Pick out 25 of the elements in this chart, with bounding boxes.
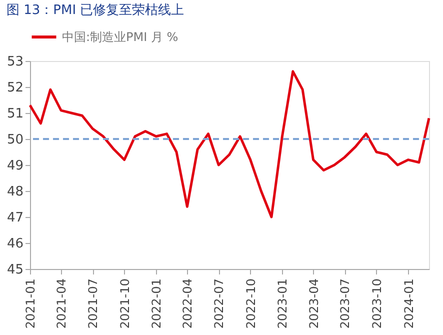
- line-series: [28, 70, 430, 218]
- x-tick-label: 2022-04: [180, 278, 195, 329]
- legend-label: 中国:制造业PMI 月 %: [62, 30, 178, 44]
- x-tick-label: 2023-10: [370, 278, 384, 329]
- y-tick-label: 50: [6, 132, 24, 148]
- x-tick-label: 2021-07: [86, 278, 100, 329]
- x-tick-label: 2022-10: [244, 278, 258, 329]
- x-tick-label: 2023-07: [338, 278, 352, 329]
- x-tick-label: 2022-07: [212, 278, 226, 329]
- y-tick-label: 52: [6, 80, 24, 96]
- x-tick-label: 2024-01: [402, 278, 416, 329]
- x-tick-label: 2022-01: [150, 278, 164, 329]
- chart-title: 图 13：PMI 已修复至荣枯线上: [6, 3, 184, 18]
- y-tick-label: 47: [6, 210, 24, 226]
- y-tick-label: 45: [6, 262, 24, 278]
- y-tick-label: 49: [6, 158, 24, 174]
- y-tick-label: 51: [6, 106, 24, 122]
- y-tick-label: 46: [6, 236, 24, 252]
- x-tick-label: 2021-04: [54, 278, 69, 329]
- x-tick-label: 2023-04: [306, 278, 321, 329]
- x-tick-label: 2023-01: [276, 278, 290, 329]
- y-tick-label: 48: [6, 184, 24, 200]
- y-tick-label: 53: [6, 54, 24, 70]
- x-tick-label: 2021-01: [24, 278, 38, 329]
- x-tick-label: 2021-10: [118, 278, 132, 329]
